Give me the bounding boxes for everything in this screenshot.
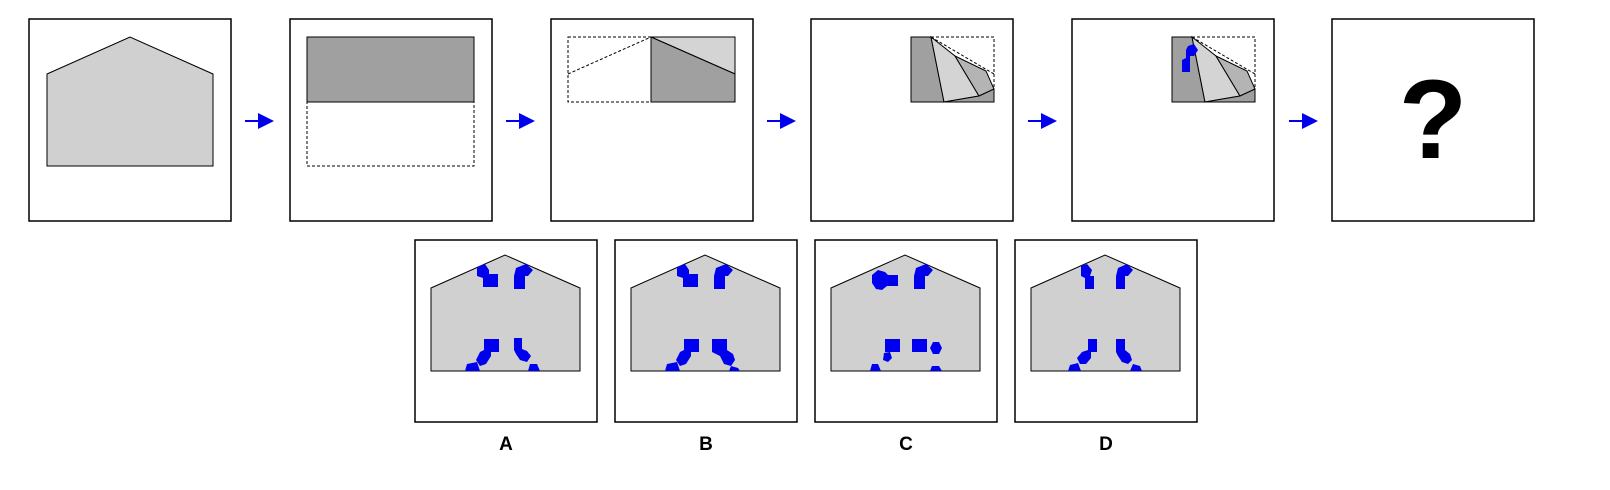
hole-mark-icon	[870, 364, 881, 371]
hole-mark-icon	[914, 264, 933, 289]
step-5-panel	[1071, 18, 1275, 222]
house-paper	[46, 36, 214, 167]
step-6-frame	[1331, 18, 1535, 222]
folded-layer	[650, 36, 736, 103]
step-2-panel	[289, 18, 493, 222]
step-1-panel	[28, 18, 232, 222]
step-4-panel	[810, 18, 1014, 222]
fold-outline	[567, 36, 652, 75]
folded-layer	[306, 36, 475, 103]
house-paper	[830, 254, 981, 372]
hole-mark-icon	[729, 366, 740, 371]
hole-mark-icon	[930, 366, 942, 371]
step-3-panel	[550, 18, 754, 222]
hole-mark-icon	[912, 339, 927, 352]
option-c-panel[interactable]	[814, 239, 998, 423]
hole-mark-icon	[528, 364, 540, 371]
hole-mark-icon	[1116, 339, 1132, 364]
hole-mark-icon	[885, 339, 900, 352]
hole-mark-icon	[883, 352, 892, 362]
option-d-label[interactable]: D	[1099, 434, 1113, 455]
hole-mark-icon	[872, 270, 898, 290]
hole-mark-icon	[514, 264, 533, 289]
hole-mark-icon	[676, 339, 699, 366]
option-b-label[interactable]: B	[699, 434, 713, 455]
option-a-label[interactable]: A	[499, 434, 513, 455]
hole-mark-icon	[476, 339, 499, 366]
hole-mark-icon	[677, 264, 698, 287]
fold-outline	[930, 36, 995, 75]
fold-outline	[306, 101, 475, 167]
hole-mark-icon	[712, 339, 735, 366]
hole-mark-icon	[1077, 339, 1097, 364]
fold-outline	[1171, 36, 1256, 103]
step-6-panel	[1331, 18, 1535, 222]
option-c-label[interactable]: C	[899, 434, 913, 455]
hole-mark-icon	[930, 342, 942, 354]
house-paper	[1030, 254, 1181, 372]
fold-outline	[1191, 36, 1256, 75]
hole-mark-icon	[1068, 363, 1081, 371]
house-paper	[430, 254, 581, 372]
hole-mark-icon	[1081, 264, 1094, 289]
hole-mark-icon	[665, 362, 680, 371]
option-b-panel[interactable]	[614, 239, 798, 423]
fold-outline	[910, 36, 995, 103]
hole-mark-icon	[514, 338, 531, 362]
hole-mark-icon	[1182, 44, 1198, 72]
hole-mark-icon	[1130, 364, 1142, 371]
hole-mark-icon	[714, 264, 733, 289]
question-mark: ?	[1398, 57, 1468, 182]
option-a-panel[interactable]	[414, 239, 598, 423]
hole-mark-icon	[465, 362, 480, 371]
folded-layer	[1204, 88, 1256, 103]
house-paper	[630, 254, 781, 372]
hole-mark-icon	[1116, 264, 1133, 289]
hole-mark-icon	[477, 264, 498, 287]
option-d-panel[interactable]	[1014, 239, 1198, 423]
folded-layer	[943, 88, 995, 103]
